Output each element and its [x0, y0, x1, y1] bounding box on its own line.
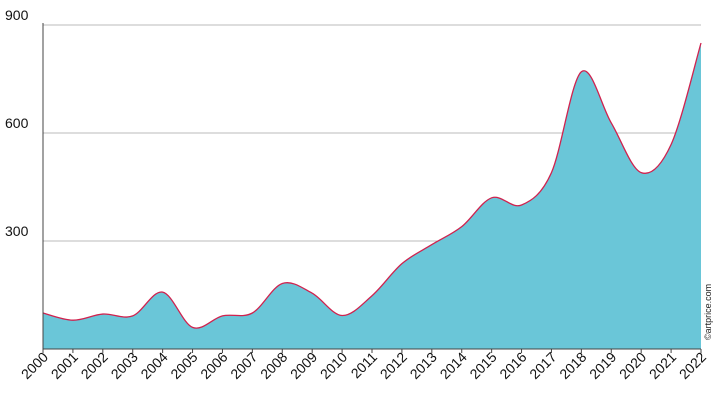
x-tick-label: 2020 [616, 349, 649, 382]
x-tick-label: 2022 [676, 349, 709, 382]
x-tick-label: 2021 [646, 349, 679, 382]
x-tick-label: 2013 [407, 349, 440, 382]
y-tick-label: 300 [5, 223, 29, 239]
y-tick-label: 600 [5, 115, 29, 131]
y-tick-labels: 900 600 300 [5, 7, 29, 239]
x-tick-label: 2010 [317, 349, 350, 382]
x-tick-label: 2015 [466, 349, 499, 382]
x-tick-label: 2005 [167, 349, 200, 382]
y-tick-label: 900 [5, 7, 29, 23]
x-tick-label: 2018 [556, 349, 589, 382]
x-tick-label: 2012 [377, 349, 410, 382]
x-tick-label: 2004 [137, 349, 170, 382]
x-tick-labels: 2000200120022003200420052006200720082009… [18, 349, 709, 382]
x-tick-label: 2016 [496, 349, 529, 382]
x-tick-label: 2014 [437, 349, 470, 382]
series-line [42, 42, 702, 329]
x-tick-label: 2003 [108, 349, 141, 382]
x-tick-label: 2019 [586, 349, 619, 382]
x-tick-label: 2011 [348, 349, 381, 382]
credit-label: ©artprice.com [703, 284, 713, 340]
x-tick-label: 2002 [78, 349, 111, 382]
series-area-fill [43, 43, 701, 349]
x-tick-label: 2009 [287, 349, 320, 382]
x-tick-label: 2001 [48, 349, 81, 382]
x-tick-label: 2006 [197, 349, 230, 382]
x-tick-label: 2007 [227, 349, 260, 382]
x-tick-label: 2000 [18, 349, 51, 382]
x-tick-label: 2017 [526, 349, 559, 382]
x-tick-label: 2008 [257, 349, 290, 382]
